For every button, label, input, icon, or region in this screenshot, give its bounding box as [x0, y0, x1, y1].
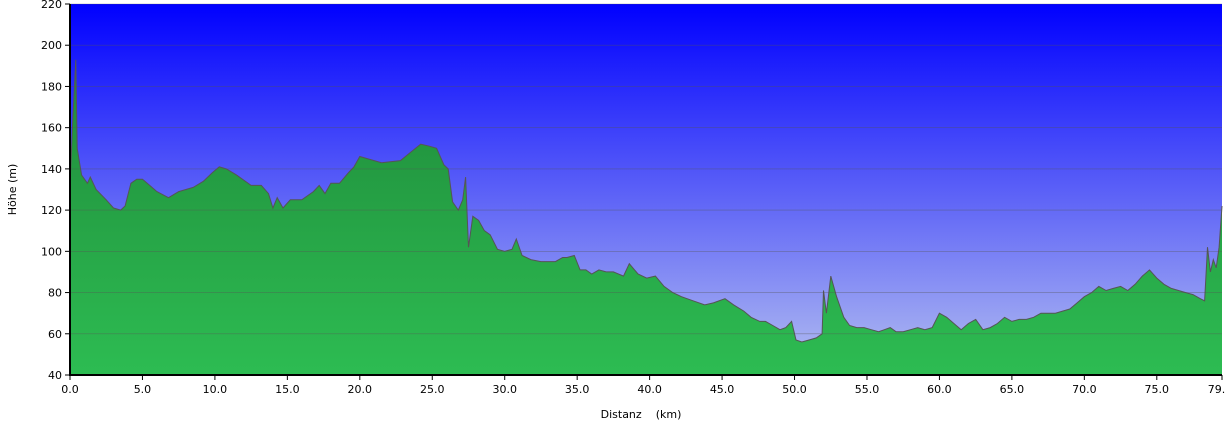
- y-tick-label-100: 100: [41, 245, 62, 258]
- grid-lines: [70, 3, 1222, 335]
- y-tick-label-140: 140: [41, 163, 62, 176]
- x-tick-label-60.0: 60.0: [927, 383, 952, 396]
- x-tick-label-35.0: 35.0: [565, 383, 590, 396]
- x-tick-label-55.0: 55.0: [855, 383, 880, 396]
- x-tick-label-10.0: 10.0: [203, 383, 228, 396]
- x-axis-label: Distanz: [601, 408, 642, 421]
- x-tick-label-45.0: 45.0: [710, 383, 735, 396]
- x-tick-label-79.5: 79.5: [1208, 383, 1226, 396]
- x-ticks: 0.0 5.0 10.0 15.0 20.0 25.0 30.0 35.0 40.0 45.0 50…: [61, 375, 1226, 396]
- x-tick-label-25.0: 25.0: [420, 383, 445, 396]
- y-tick-label-60: 60: [48, 328, 62, 341]
- y-axis-title: Höhe (m): [6, 164, 19, 216]
- x-tick-label-40.0: 40.0: [637, 383, 662, 396]
- x-tick-label-65.0: 65.0: [1000, 383, 1025, 396]
- elevation-area: [70, 59, 1222, 375]
- x-tick-label-75.0: 75.0: [1145, 383, 1170, 396]
- x-axis-title: Distanz (km): [601, 408, 682, 421]
- y-tick-label-160: 160: [41, 122, 62, 135]
- y-tick-label-220: 220: [41, 0, 62, 11]
- y-tick-label-40: 40: [48, 369, 62, 382]
- x-axis-unit: (km): [656, 408, 682, 421]
- y-tick-label-80: 80: [48, 287, 62, 300]
- x-tick-label-5.0: 5.0: [134, 383, 152, 396]
- x-tick-label-20.0: 20.0: [348, 383, 373, 396]
- y-ticks: 40 60 80 100 120 140 160 180 200 220: [41, 0, 70, 382]
- x-tick-label-50.0: 50.0: [782, 383, 807, 396]
- x-tick-label-30.0: 30.0: [492, 383, 517, 396]
- x-tick-label-0.0: 0.0: [61, 383, 79, 396]
- y-tick-label-120: 120: [41, 204, 62, 217]
- x-tick-label-15.0: 15.0: [275, 383, 300, 396]
- axes: [69, 4, 1222, 376]
- y-tick-label-180: 180: [41, 80, 62, 93]
- x-tick-label-70.0: 70.0: [1072, 383, 1097, 396]
- y-tick-label-200: 200: [41, 39, 62, 52]
